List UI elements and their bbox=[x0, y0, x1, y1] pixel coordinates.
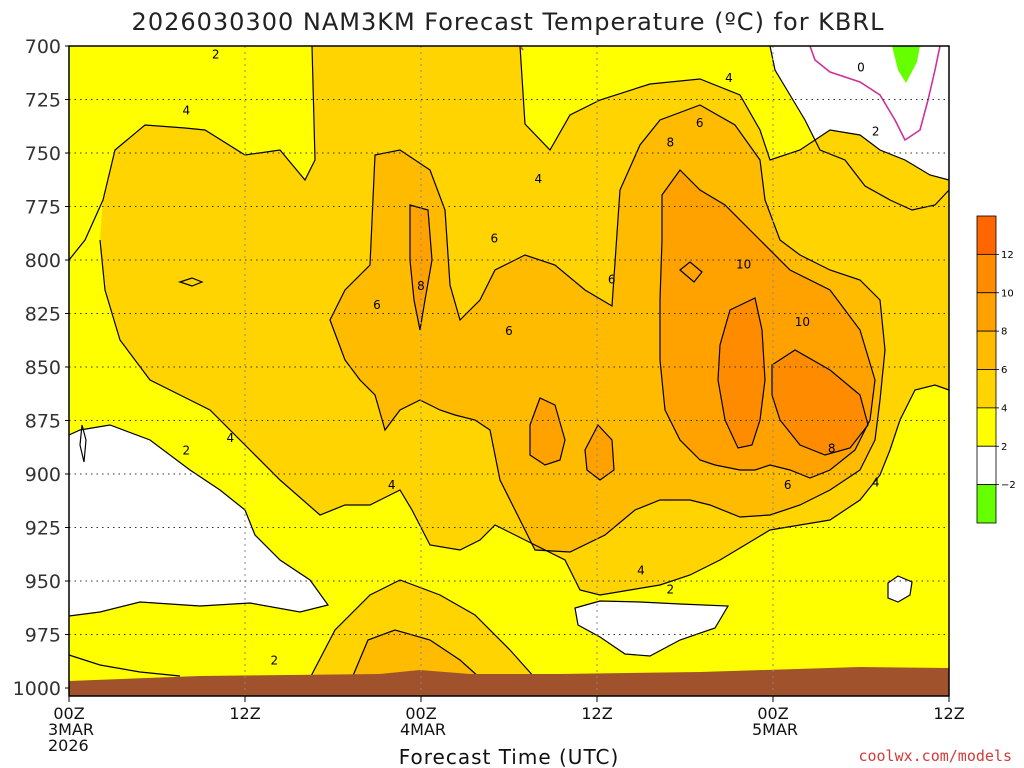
colorbar-tick-label: 12 bbox=[1001, 250, 1014, 261]
contour-label: 2 bbox=[183, 444, 191, 458]
band-below-minus-2 bbox=[892, 46, 920, 83]
contour-label: 8 bbox=[417, 279, 425, 293]
plot-area: 2 4 4 6 8 6 6 6 8 6 4 0 2 10 10 8 6 4 4 2 4 4 2 2 bbox=[68, 45, 950, 697]
ground-surface bbox=[69, 667, 949, 696]
contour-label: 4 bbox=[637, 563, 645, 577]
x-axis-label: Forecast Time (UTC) bbox=[399, 745, 620, 768]
y-tick-label: 775 bbox=[25, 197, 61, 219]
band-6-8-low bbox=[352, 630, 480, 678]
contour-label: 6 bbox=[491, 232, 499, 246]
colorbar-band bbox=[976, 445, 997, 486]
colorbar-band bbox=[976, 369, 997, 409]
contour-label: 2 bbox=[667, 583, 675, 597]
contour-label: 6 bbox=[784, 478, 792, 492]
x-tick-sublabel: 4MAR bbox=[400, 720, 446, 739]
contour-label: 8 bbox=[828, 441, 836, 455]
y-tick-label: 950 bbox=[25, 571, 61, 593]
x-tick-sublabel: 3MAR bbox=[48, 720, 94, 739]
band-10-12-a bbox=[718, 298, 765, 448]
contour-label: 8 bbox=[667, 135, 675, 149]
contour-label: 4 bbox=[227, 431, 235, 445]
colorbar-tick-label: −2 bbox=[1001, 480, 1016, 491]
y-tick-label: 900 bbox=[25, 464, 61, 486]
plot-frame bbox=[68, 45, 950, 697]
contour-label: 2 bbox=[872, 125, 880, 139]
credit-text: coolwx.com/models bbox=[858, 747, 1012, 765]
band-10-12-b bbox=[772, 350, 868, 455]
x-tick-label: 00Z bbox=[757, 704, 788, 723]
contour-label: 6 bbox=[608, 272, 616, 286]
region-below-2-left bbox=[69, 425, 328, 616]
y-tick-label: 700 bbox=[25, 36, 61, 58]
contour-label: 2 bbox=[212, 48, 220, 62]
y-tick-label: 725 bbox=[25, 90, 61, 112]
y-tick-label: 750 bbox=[25, 143, 61, 165]
contour-label: 4 bbox=[183, 103, 191, 117]
colorbar-tick-label: 8 bbox=[1001, 327, 1007, 338]
colorbar-tick-label: 10 bbox=[1001, 288, 1014, 299]
contour-label: 6 bbox=[373, 298, 381, 312]
region-below-2-patch bbox=[575, 601, 728, 656]
y-axis: 700 725 750 775 800 825 850 875 900 925 950 975 1000 bbox=[13, 36, 69, 700]
contour-label: 6 bbox=[505, 324, 513, 338]
colorbar-band bbox=[976, 330, 997, 370]
contour-labels: 2 4 4 6 8 6 6 6 8 6 4 0 2 10 10 8 6 4 4 2 4 4 2 2 bbox=[183, 48, 880, 668]
contour-label: 10 bbox=[736, 257, 751, 271]
region-below-2-small bbox=[212, 541, 234, 549]
colorbar-band bbox=[976, 407, 997, 447]
contour-label: 2 bbox=[271, 653, 279, 667]
x-tick-label: 12Z bbox=[933, 704, 964, 723]
x-tick-label: 12Z bbox=[581, 704, 612, 723]
contour-label: 10 bbox=[795, 315, 810, 329]
y-tick-label: 875 bbox=[25, 411, 61, 433]
contour-label: 4 bbox=[725, 71, 733, 85]
contour-label: 4 bbox=[872, 476, 880, 490]
colorbar-band bbox=[976, 215, 997, 255]
x-tick-sublabel: 5MAR bbox=[752, 720, 798, 739]
contour-lines bbox=[68, 45, 950, 679]
colorbar-band bbox=[976, 292, 997, 332]
chart-title: 2026030300 NAM3KM Forecast Temperature (… bbox=[132, 8, 885, 36]
band-8-10-left bbox=[410, 205, 432, 330]
x-tick-label: 00Z bbox=[405, 704, 436, 723]
contour-label: 6 bbox=[696, 116, 704, 130]
colorbar-band bbox=[976, 484, 997, 524]
contour-label: 4 bbox=[535, 172, 543, 186]
band-8-10-blob-b bbox=[585, 425, 614, 480]
y-tick-label: 800 bbox=[25, 250, 61, 272]
colorbar-tick-label: 4 bbox=[1001, 403, 1007, 414]
y-tick-label: 1000 bbox=[13, 678, 61, 700]
region-below-2-right bbox=[888, 576, 912, 602]
y-tick-label: 925 bbox=[25, 518, 61, 540]
y-tick-label: 850 bbox=[25, 357, 61, 379]
colorbar-band bbox=[976, 253, 997, 294]
y-tick-label: 825 bbox=[25, 304, 61, 326]
contour-label: 0 bbox=[857, 61, 865, 75]
colorbar-tick-label: 6 bbox=[1001, 365, 1007, 376]
x-tick-label: 00Z bbox=[53, 704, 84, 723]
x-tick-label: 12Z bbox=[229, 704, 260, 723]
contour-label: 4 bbox=[388, 478, 396, 492]
colorbar: 12 10 8 6 4 2 −2 bbox=[976, 215, 1016, 524]
band-8-10-blob-a bbox=[530, 398, 565, 465]
y-tick-label: 975 bbox=[25, 625, 61, 647]
x-tick-sublabel: 2026 bbox=[48, 736, 89, 755]
colorbar-tick-label: 2 bbox=[1001, 442, 1007, 453]
